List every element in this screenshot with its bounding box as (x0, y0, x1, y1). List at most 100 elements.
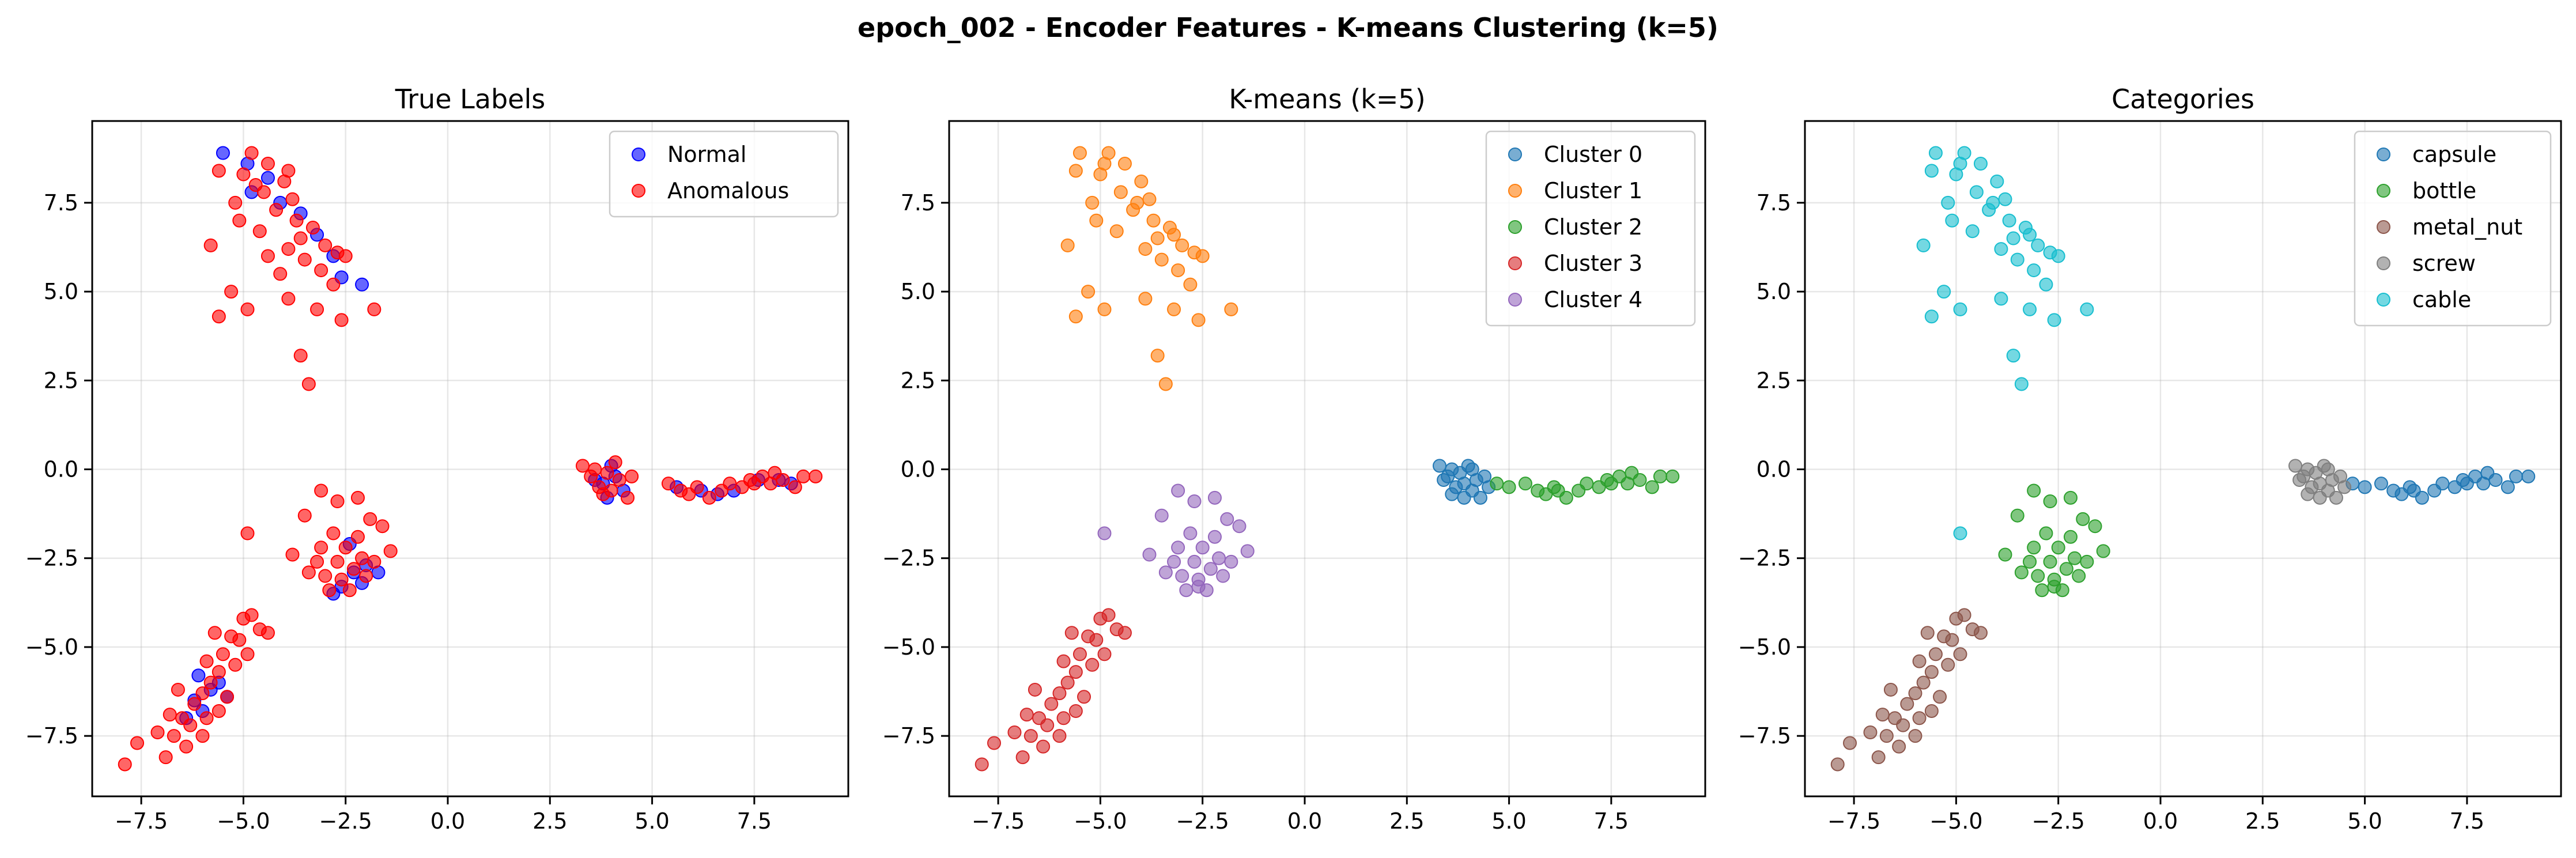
panel-kmeans: −7.5 −5.0 −2.5 0.0 2.5 5.0 7.5 −7.5 −5.0 −2.5 0.0 2… (882, 84, 1706, 834)
scatter-point (2358, 480, 2372, 494)
x-tick-label: −2.5 (319, 808, 372, 834)
scatter-point (1912, 654, 1927, 668)
scatter-point (183, 718, 198, 732)
scatter-point (330, 554, 345, 569)
scatter-point (1953, 647, 1967, 662)
x-tick-label: −7.5 (1827, 808, 1880, 834)
scatter-point (318, 569, 333, 583)
scatter-point (2006, 231, 2020, 245)
scatter-point (1167, 554, 1181, 569)
scatter-point (244, 146, 259, 160)
scatter-point (1863, 725, 1878, 739)
scatter-point (359, 569, 373, 583)
legend-label: Cluster 2 (1544, 214, 1642, 240)
y-tick-label: 0.0 (1757, 457, 1791, 482)
scatter-point (2521, 469, 2536, 483)
x-tick-label: 0.0 (430, 808, 465, 834)
scatter-point (211, 665, 226, 679)
scatter-point (240, 526, 255, 540)
scatter-point (1195, 540, 1210, 555)
scatter-point (1994, 292, 2008, 306)
scatter-point (1154, 508, 1169, 523)
y-tick-label: −2.5 (882, 546, 935, 571)
scatter-point (1973, 157, 1988, 171)
scatter-point (1518, 477, 1532, 491)
legend-box (609, 130, 839, 218)
scatter-point (1207, 530, 1222, 544)
y-tick-label: 7.5 (901, 190, 935, 216)
scatter-point (1077, 690, 1091, 704)
series-bottle (1998, 483, 2110, 598)
scatter-point (2031, 569, 2045, 583)
scatter-point (1085, 195, 1100, 210)
scatter-point (1167, 302, 1181, 316)
scatter-point (330, 494, 345, 509)
scatter-point (1171, 263, 1185, 278)
legend-box (2354, 130, 2552, 327)
scatter-point (1433, 459, 1447, 473)
scatter-point (1843, 736, 1857, 750)
scatter-point (171, 682, 185, 697)
scatter-point (375, 519, 390, 534)
scatter-point (1134, 174, 1149, 188)
scatter-point (2010, 252, 2024, 267)
scatter-point (2329, 490, 2343, 505)
scatter-point (1207, 490, 1222, 505)
series-cluster-3 (975, 608, 1132, 772)
scatter-point (1457, 490, 1471, 505)
y-tick-label: −5.0 (882, 634, 935, 660)
scatter-point (1187, 494, 1202, 509)
scatter-point (1138, 292, 1153, 306)
x-tick-label: −5.0 (1074, 808, 1127, 834)
scatter-point (2337, 480, 2352, 494)
scatter-point (211, 309, 226, 324)
scatter-point (1953, 526, 1967, 540)
series-anomalous (118, 146, 823, 772)
scatter-point (310, 554, 324, 569)
scatter-point (1052, 686, 1067, 701)
y-tick-label: 7.5 (44, 190, 78, 216)
scatter-point (236, 167, 251, 182)
legend-marker (2377, 220, 2390, 234)
scatter-point (2063, 490, 2078, 505)
scatter-point (1085, 657, 1100, 672)
scatter-point (2051, 249, 2065, 263)
scatter-point (285, 547, 300, 562)
scatter-point (1060, 675, 1075, 690)
scatter-point (2292, 473, 2307, 487)
legend-label: capsule (2412, 142, 2496, 167)
scatter-point (220, 690, 235, 704)
scatter-point (661, 477, 675, 491)
scatter-point (1056, 654, 1071, 668)
scatter-point (1097, 302, 1112, 316)
y-tick-label: 2.5 (901, 368, 935, 393)
scatter-point (2023, 228, 2037, 242)
scatter-point (2051, 540, 2065, 555)
scatter-point (163, 708, 177, 722)
scatter-point (1551, 483, 1565, 498)
scatter-point (1068, 309, 1083, 324)
scatter-point (1937, 285, 1951, 299)
panel-categories: −7.5 −5.0 −2.5 0.0 2.5 5.0 7.5 −7.5 −5.0 −2.5 0.0 2… (1738, 84, 2562, 834)
scatter-point (1908, 729, 1922, 743)
scatter-point (260, 171, 275, 185)
scatter-point (293, 231, 308, 245)
scatter-point (588, 462, 602, 477)
scatter-point (1875, 708, 1890, 722)
scatter-point (596, 487, 610, 501)
scatter-point (1969, 185, 1984, 199)
scatter-point (1490, 477, 1504, 491)
scatter-point (338, 540, 353, 555)
scatter-point (1645, 480, 1659, 494)
scatter-point (2047, 580, 2061, 594)
scatter-point (1580, 477, 1594, 491)
scatter-point (809, 469, 823, 483)
scatter-point (1986, 195, 2000, 210)
x-tick-label: 5.0 (2347, 808, 2382, 834)
scatter-point (191, 668, 206, 683)
scatter-point (260, 249, 275, 263)
scatter-point (334, 313, 349, 327)
scatter-point (244, 608, 259, 622)
scatter-point (2031, 238, 2045, 252)
